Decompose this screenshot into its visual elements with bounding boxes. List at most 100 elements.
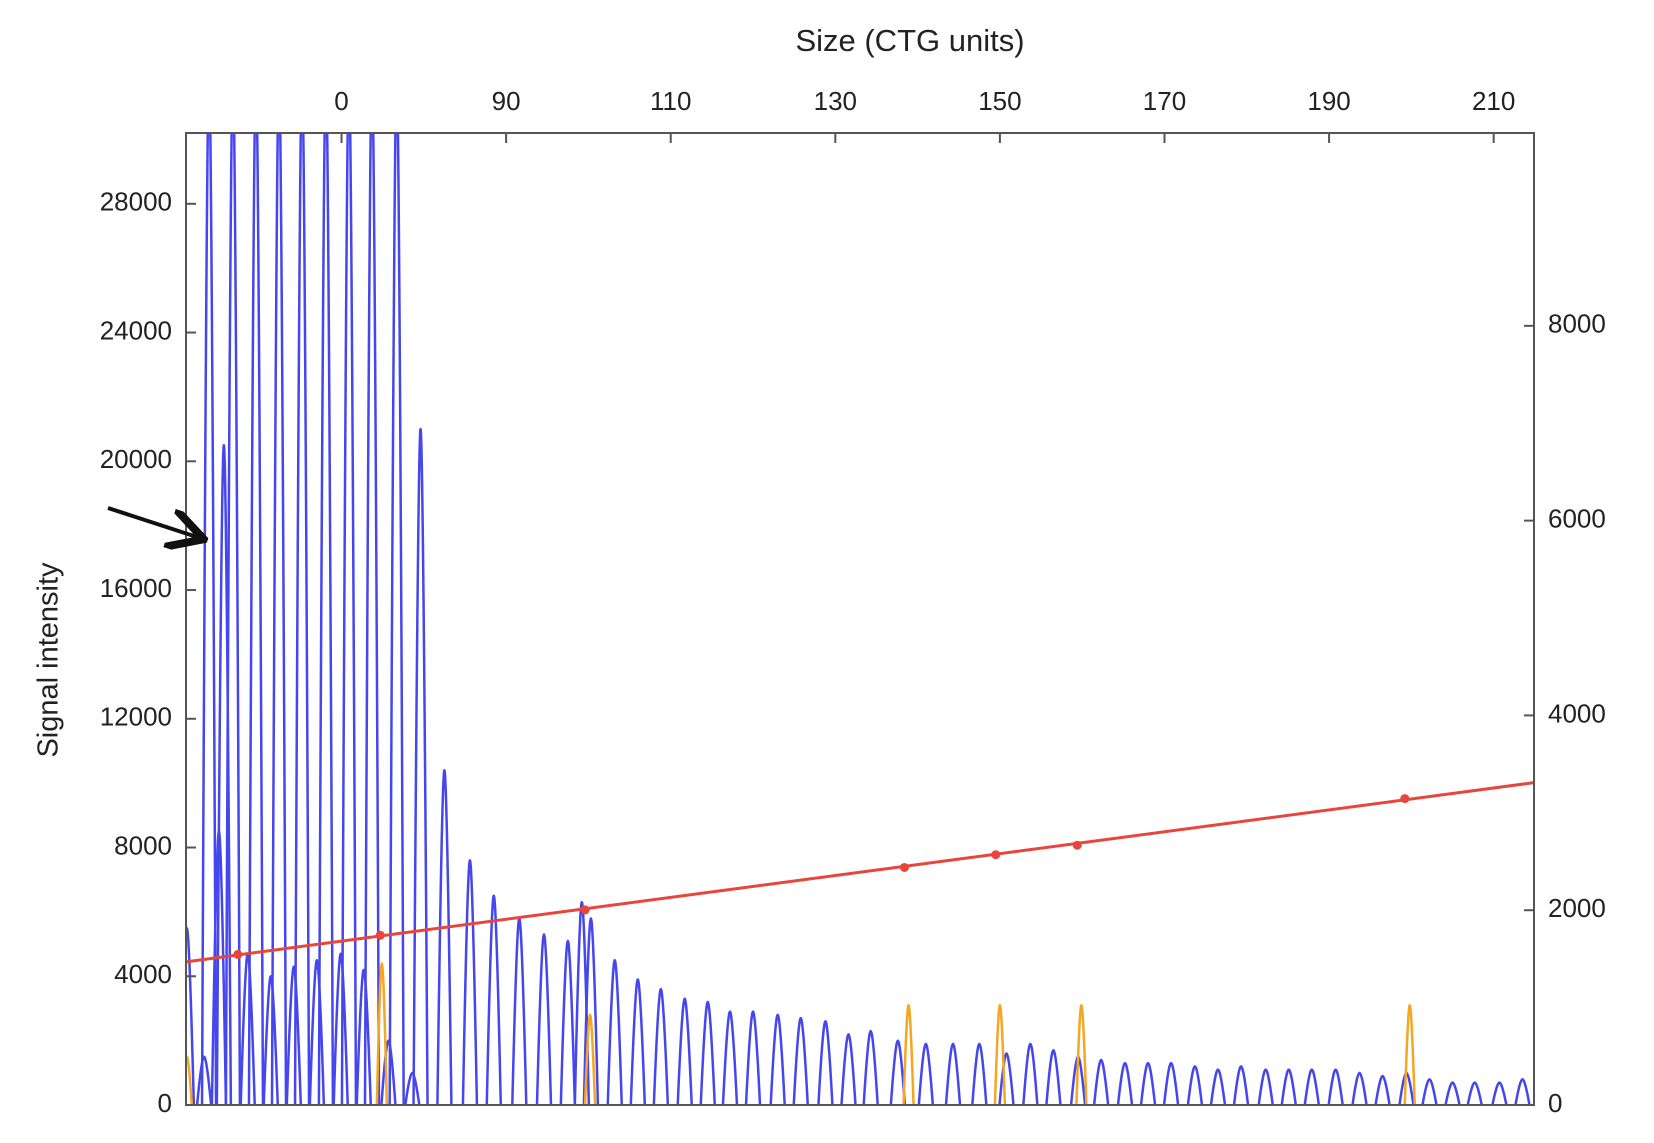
peak [1186,1065,1204,1105]
peak [1232,1065,1250,1105]
peak [1466,1081,1483,1105]
y2-tick-label: 6000 [1548,504,1606,534]
peak [1403,1003,1416,1105]
fit-line [186,781,1534,964]
y-tick-label: 16000 [100,573,172,603]
peak [652,987,670,1105]
x-tick-label: 130 [814,86,857,116]
x-tick-label: 90 [492,86,521,116]
peak [583,1013,597,1105]
y2-tick-label: 2000 [1548,893,1606,923]
peak [629,978,647,1105]
peak [1421,1078,1438,1105]
peak [1327,1068,1344,1105]
calibration-point [375,930,385,940]
peak [535,933,553,1105]
peak [388,133,405,1105]
peak [1351,1071,1368,1105]
peak [998,1052,1015,1105]
peak [262,975,280,1105]
peak [317,133,335,1105]
peak [285,965,303,1105]
peak [559,939,577,1105]
y-tick-label: 20000 [100,444,172,474]
plot-area [186,133,1534,1105]
peak [889,1039,907,1105]
calibration-point [1072,840,1082,850]
peak [293,133,311,1105]
peak [308,958,326,1105]
peak [461,859,479,1105]
peak [676,997,693,1105]
peak [247,133,265,1105]
calibration-point [899,862,909,872]
y-tick-label: 28000 [100,187,172,217]
peak [917,1042,935,1105]
peak [817,1020,834,1105]
peak [380,1039,397,1105]
x-tick-label: 0 [334,86,348,116]
peak [744,1010,762,1105]
y-axis-title: Signal intensity [33,562,65,758]
peak [582,917,600,1105]
x-tick-label: 190 [1307,86,1350,116]
peak [944,1042,962,1105]
peak [792,1016,809,1105]
calibration-point [991,850,1001,860]
y-tick-label: 12000 [100,702,172,732]
peak [1257,1068,1274,1105]
calibration-point [1400,794,1410,804]
peak [363,133,381,1105]
peak [485,894,503,1105]
peak [1139,1061,1157,1105]
peak [699,1000,717,1105]
x-tick-label: 210 [1472,86,1515,116]
peak [769,1013,786,1105]
peak [862,1029,879,1105]
y2-tick-label: 4000 [1548,698,1606,728]
peak [1075,1003,1088,1105]
peak [1491,1081,1508,1105]
peak [1280,1068,1297,1105]
peak [375,962,389,1105]
peak [1022,1042,1039,1105]
peak [721,1010,739,1105]
peak [270,133,288,1105]
calibration-point [233,949,243,959]
peak [971,1042,988,1105]
y-tick-label: 4000 [114,959,172,989]
peak [412,427,429,1105]
y2-tick-label: 8000 [1548,309,1606,339]
peak [1045,1049,1062,1105]
peak [902,1003,915,1105]
peak [195,1055,213,1105]
y2-tick-label: 0 [1548,1088,1562,1118]
peak [355,968,373,1105]
peak [1514,1078,1531,1105]
peak [840,1032,857,1105]
peak [1092,1058,1110,1105]
y-tick-label: 24000 [100,315,172,345]
y-tick-label: 0 [158,1088,172,1118]
peak [1209,1068,1227,1105]
y-tick-label: 8000 [114,830,172,860]
peak [1116,1061,1134,1105]
x-tick-label: 170 [1143,86,1186,116]
peak [1444,1081,1461,1105]
chart-title: Size (CTG units) [795,23,1024,58]
calibration-point [580,905,590,915]
peak [1303,1068,1321,1105]
peak [224,133,242,1105]
x-tick-label: 150 [978,86,1021,116]
peak [606,958,624,1105]
peak [332,952,349,1105]
peak [1162,1061,1180,1105]
peak [993,1003,1007,1105]
plot-frame [185,132,1535,1106]
arrow-annotation [107,506,200,538]
peak [404,1071,421,1105]
peak [340,133,358,1105]
